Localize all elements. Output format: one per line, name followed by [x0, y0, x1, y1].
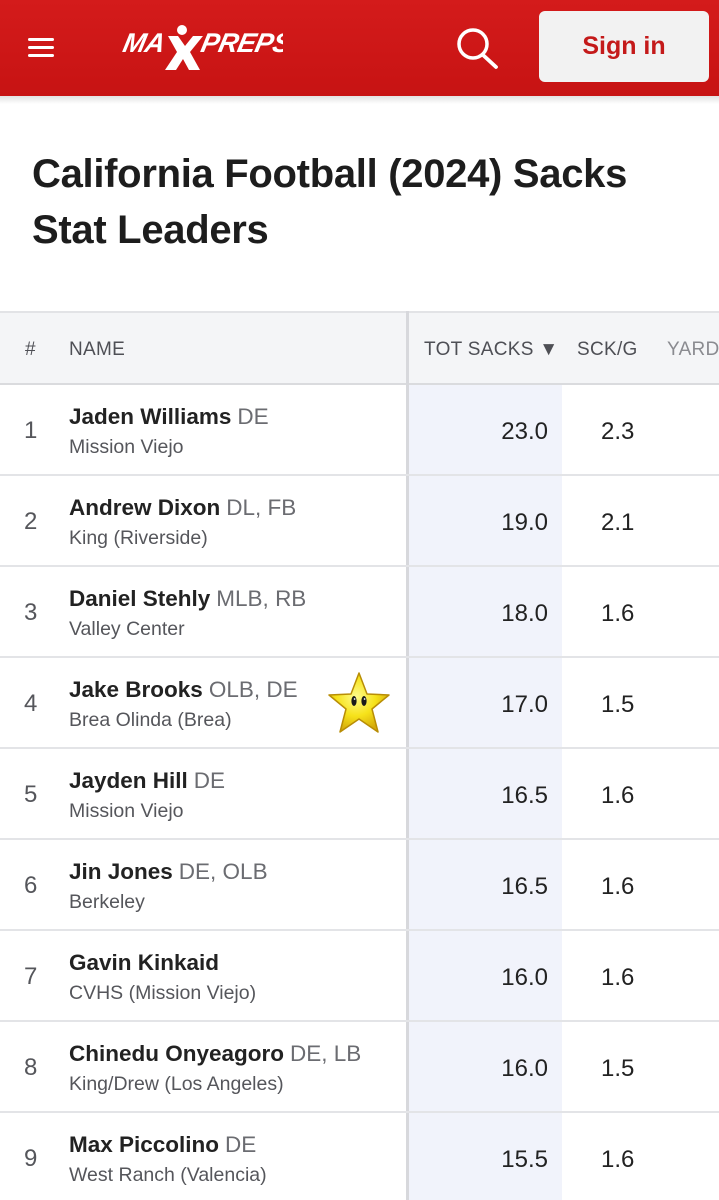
table-row[interactable]: 4 Jake Brooks OLB, DE Brea Olinda (Brea) … [0, 658, 719, 749]
svg-text:PREPS: PREPS [198, 27, 283, 58]
hamburger-menu-icon[interactable] [24, 33, 58, 63]
content-card [0, 96, 719, 1200]
school-link[interactable]: Mission Viejo [69, 800, 184, 822]
player-name-link[interactable]: Andrew Dixon DL, FB [69, 495, 296, 521]
player-name[interactable]: Jaden Williams [69, 404, 232, 429]
sck-g-cell: 1.5 [601, 691, 635, 718]
player-name[interactable]: Andrew Dixon [69, 495, 221, 520]
player-position: DE [225, 1132, 257, 1157]
player-position: DE, LB [290, 1041, 362, 1066]
page-title: California Football (2024) Sacks Stat Le… [32, 152, 628, 252]
school-link[interactable]: CVHS (Mission Viejo) [69, 982, 257, 1004]
sck-g-cell: 1.6 [601, 1146, 635, 1173]
tot-sacks-cell: 16.0 [501, 1055, 548, 1082]
sck-g-cell: 1.6 [601, 964, 635, 991]
sck-g-cell: 2.3 [601, 418, 635, 445]
school-link[interactable]: West Ranch (Valencia) [69, 1164, 267, 1186]
table-row[interactable]: 8 Chinedu Onyeagoro DE, LB King/Drew (Los… [0, 1022, 719, 1113]
sck-g-cell: 1.6 [601, 782, 635, 809]
player-name-link[interactable]: Jake Brooks OLB, DE [69, 677, 298, 703]
table-row[interactable]: 2 Andrew Dixon DL, FB King (Riverside) 19… [0, 476, 719, 567]
tot-sacks-cell: 16.5 [501, 873, 548, 900]
column-header-yards[interactable]: YARD [667, 339, 719, 360]
school-link[interactable]: King/Drew (Los Angeles) [69, 1073, 284, 1095]
tot-sacks-cell: 16.0 [501, 964, 548, 991]
tot-sacks-cell: 18.0 [501, 600, 548, 627]
tot-sacks-cell: 16.5 [501, 782, 548, 809]
rank-cell: 7 [24, 963, 38, 990]
sorted-column-highlight [408, 385, 562, 1200]
table-row[interactable]: 7 Gavin Kinkaid CVHS (Mission Viejo) 16.… [0, 931, 719, 1022]
sign-in-button[interactable]: Sign in [539, 11, 709, 82]
rank-cell: 9 [24, 1145, 38, 1172]
player-name[interactable]: Daniel Stehly [69, 586, 211, 611]
rank-cell: 3 [24, 599, 38, 626]
player-name[interactable]: Jin Jones [69, 859, 173, 884]
top-navigation-bar: MA PREPS Sign in [0, 0, 719, 96]
table-row[interactable]: 3 Daniel Stehly MLB, RB Valley Center 18.… [0, 567, 719, 658]
player-position: DE [193, 768, 226, 793]
player-name-link[interactable]: Daniel Stehly MLB, RB [69, 586, 306, 612]
player-name-link[interactable]: Jin Jones DE, OLB [69, 859, 268, 885]
column-header-sck-g[interactable]: SCK/G [577, 339, 638, 360]
player-name[interactable]: Chinedu Onyeagoro [69, 1041, 285, 1066]
player-name-link[interactable]: Max Piccolino DE [69, 1132, 256, 1158]
table-header: # NAME TOT SACKS ▼ SCK/G YARD [0, 311, 719, 385]
rank-cell: 6 [24, 872, 38, 899]
school-link[interactable]: King (Riverside) [69, 527, 208, 549]
player-name-link[interactable]: Jaden Williams DE [69, 404, 269, 430]
school-link[interactable]: Brea Olinda (Brea) [69, 709, 232, 731]
rank-cell: 5 [24, 781, 38, 808]
card-top-shadow [0, 96, 719, 104]
player-name[interactable]: Jake Brooks [69, 677, 203, 702]
table-row[interactable]: 1 Jaden Williams DE Mission Viejo 23.0 2.… [0, 385, 719, 476]
player-name[interactable]: Gavin Kinkaid [69, 950, 220, 975]
player-position: DE, OLB [178, 859, 268, 884]
player-name-link[interactable]: Gavin Kinkaid [69, 950, 225, 976]
search-icon[interactable] [452, 24, 502, 72]
sck-g-cell: 1.5 [601, 1055, 635, 1082]
player-name-link[interactable]: Jayden Hill DE [69, 768, 225, 794]
tot-sacks-cell: 15.5 [501, 1146, 548, 1173]
player-position: MLB, RB [216, 586, 307, 611]
player-name[interactable]: Max Piccolino [69, 1132, 220, 1157]
tot-sacks-cell: 17.0 [501, 691, 548, 718]
player-position: DE [237, 404, 269, 429]
stats-table: # NAME TOT SACKS ▼ SCK/G YARD 1 Jaden Wi… [0, 311, 719, 1200]
frozen-column-divider [406, 311, 409, 1200]
table-row[interactable]: 5 Jayden Hill DE Mission Viejo 16.5 1.6 [0, 749, 719, 840]
tot-sacks-cell: 19.0 [501, 509, 548, 536]
school-link[interactable]: Valley Center [69, 618, 185, 640]
rank-cell: 4 [24, 690, 38, 717]
table-row[interactable]: 6 Jin Jones DE, OLB Berkeley 16.5 1.6 [0, 840, 719, 931]
column-header-name[interactable]: NAME [69, 339, 126, 360]
tot-sacks-cell: 23.0 [501, 418, 548, 445]
column-header-tot-sacks[interactable]: TOT SACKS ▼ [424, 339, 559, 360]
player-name[interactable]: Jayden Hill [69, 768, 188, 793]
player-position: OLB, DE [208, 677, 298, 702]
player-position: DL, FB [226, 495, 297, 520]
table-row[interactable]: 9 Max Piccolino DE West Ranch (Valencia) … [0, 1113, 719, 1200]
star-icon [328, 672, 390, 733]
rank-cell: 2 [24, 508, 38, 535]
svg-text:MA: MA [120, 27, 168, 58]
player-name-link[interactable]: Chinedu Onyeagoro DE, LB [69, 1041, 361, 1067]
school-link[interactable]: Mission Viejo [69, 436, 184, 458]
maxpreps-logo[interactable]: MA PREPS [118, 22, 283, 74]
sck-g-cell: 1.6 [601, 873, 635, 900]
sck-g-cell: 1.6 [601, 600, 635, 627]
school-link[interactable]: Berkeley [69, 891, 145, 913]
column-header-rank: # [25, 339, 36, 360]
sck-g-cell: 2.1 [601, 509, 635, 536]
rank-cell: 1 [24, 417, 38, 444]
rank-cell: 8 [24, 1054, 38, 1081]
